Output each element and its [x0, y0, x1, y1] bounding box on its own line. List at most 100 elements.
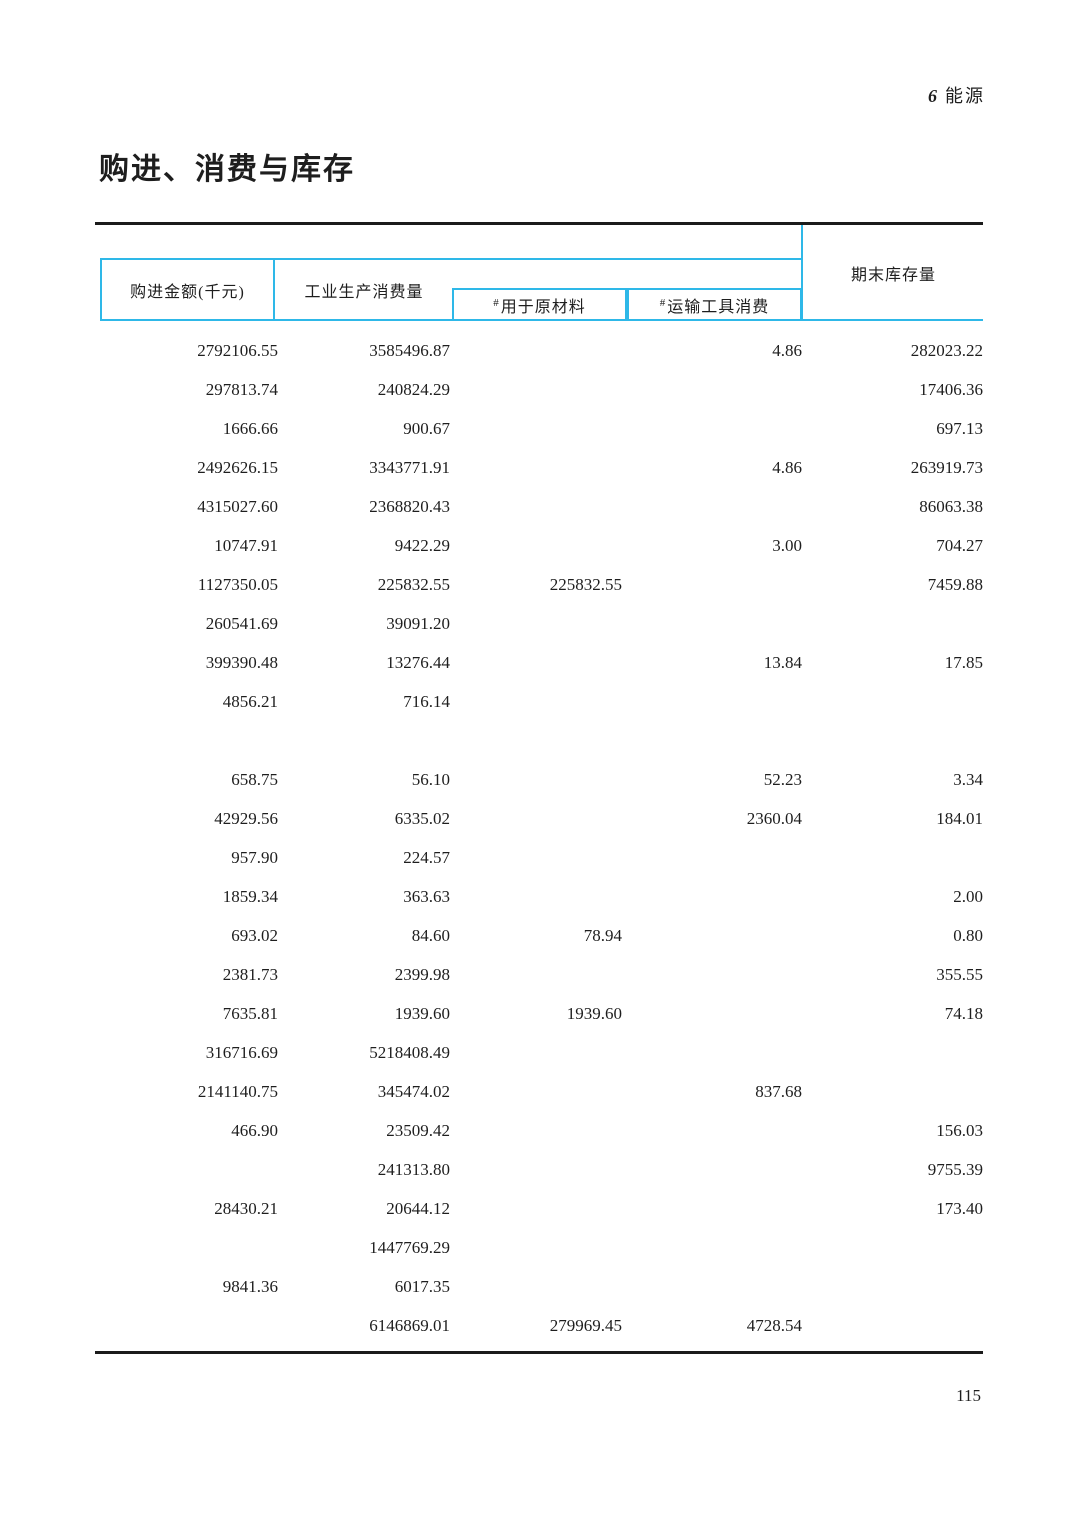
table-row: 1447769.29 [95, 1228, 983, 1267]
table-cell [95, 721, 278, 760]
table-cell [622, 487, 802, 526]
hash-mark: # [659, 296, 667, 309]
table-cell: 225832.55 [377, 575, 450, 594]
table-cell: 2381.73 [222, 965, 278, 984]
table-row: 693.02 84.60 78.94 0.80 [95, 916, 983, 955]
table-row: 957.90 224.57 [95, 838, 983, 877]
header-ending-stock: 期末库存量 [804, 227, 983, 319]
table-row [95, 721, 983, 760]
table-cell [95, 1306, 278, 1345]
table-cell: 2368820.43 [369, 497, 450, 516]
table-cell: 316716.69 [205, 1043, 278, 1062]
table-cell: 466.90 [231, 1121, 278, 1140]
table-cell [622, 604, 802, 643]
table-cell [450, 1267, 622, 1306]
table-cell: 156.03 [936, 1121, 983, 1140]
table-cell: 56.10 [411, 770, 450, 789]
header-stock-divider [801, 225, 803, 321]
table-cell [622, 721, 802, 760]
table-cell: 74.18 [944, 1004, 983, 1023]
table-cell: 282023.22 [910, 341, 983, 360]
data-table: 购进金额(千元) 工业生产消费量 #用于原材料 #运输工具消费 期末库存量 27… [95, 222, 983, 1354]
table-row: 260541.69 39091.20 [95, 604, 983, 643]
table-cell [450, 331, 622, 370]
table-cell: 1939.60 [566, 1004, 622, 1023]
table-cell [802, 1267, 983, 1306]
table-cell: 13276.44 [386, 653, 450, 672]
table-cell: 1666.66 [222, 419, 278, 438]
table-row: 1666.66 900.67 697.13 [95, 409, 983, 448]
table-cell: 1447769.29 [369, 1238, 450, 1257]
table-row: 1859.34 363.63 2.00 [95, 877, 983, 916]
table-row: 2792106.55 3585496.87 4.86 282023.22 [95, 331, 983, 370]
table-cell [450, 409, 622, 448]
table-cell [450, 604, 622, 643]
table-cell: 52.23 [763, 770, 802, 789]
header-raw-material-label: #用于原材料 [493, 296, 586, 316]
table-cell: 0.80 [953, 926, 983, 945]
table-cell: 173.40 [936, 1199, 983, 1218]
table-cell [622, 1189, 802, 1228]
table-cell [450, 838, 622, 877]
table-cell: 13.84 [763, 653, 802, 672]
header-purchase-amount: 购进金额(千元) [100, 258, 275, 321]
table-cell [450, 643, 622, 682]
table-cell: 7635.81 [222, 1004, 278, 1023]
table-cell: 6146869.01 [369, 1316, 450, 1335]
table-cell [278, 721, 450, 760]
header-raw-material: #用于原材料 [452, 288, 627, 321]
header-industrial-consumption-label: 工业生产消费量 [304, 283, 424, 301]
table-cell [450, 1072, 622, 1111]
table-cell [622, 370, 802, 409]
table-row: 297813.74 240824.29 17406.36 [95, 370, 983, 409]
table-cell: 363.63 [403, 887, 450, 906]
table-cell: 2360.04 [746, 809, 802, 828]
table-cell: 693.02 [231, 926, 278, 945]
table-cell: 3.34 [953, 770, 983, 789]
table-cell [622, 409, 802, 448]
table-cell: 3343771.91 [369, 458, 450, 477]
table-cell: 1939.60 [394, 1004, 450, 1023]
table-cell [450, 448, 622, 487]
table-cell [802, 1072, 983, 1111]
table-cell [450, 1189, 622, 1228]
table-cell: 224.57 [403, 848, 450, 867]
table-row: 10747.91 9422.29 3.00 704.27 [95, 526, 983, 565]
table-cell [622, 877, 802, 916]
table-cell: 900.67 [403, 419, 450, 438]
table-row: 4315027.60 2368820.43 86063.38 [95, 487, 983, 526]
table-row: 6146869.01 279969.45 4728.54 [95, 1306, 983, 1345]
table-cell: 837.68 [755, 1082, 802, 1101]
table-cell: 9422.29 [394, 536, 450, 555]
table-cell [622, 994, 802, 1033]
table-cell [450, 1228, 622, 1267]
table-cell [450, 526, 622, 565]
table-cell: 2399.98 [394, 965, 450, 984]
table-cell: 355.55 [936, 965, 983, 984]
table-cell [622, 1228, 802, 1267]
table-row: 399390.48 13276.44 13.84 17.85 [95, 643, 983, 682]
table-cell: 4856.21 [222, 692, 278, 711]
table-cell [450, 877, 622, 916]
table-cell: 279969.45 [549, 1316, 622, 1335]
table-cell [622, 682, 802, 721]
table-cell: 241313.80 [377, 1160, 450, 1179]
table-cell: 345474.02 [377, 1082, 450, 1101]
table-cell: 260541.69 [205, 614, 278, 633]
table-cell [450, 721, 622, 760]
table-cell [622, 1111, 802, 1150]
table-cell [622, 1033, 802, 1072]
table-cell [802, 682, 983, 721]
table-cell: 4315027.60 [197, 497, 278, 516]
table-row: 42929.56 6335.02 2360.04 184.01 [95, 799, 983, 838]
table-cell [622, 838, 802, 877]
page-title: 购进、消费与库存 [99, 153, 355, 186]
table-cell [622, 1150, 802, 1189]
table-row: 2381.73 2399.98 355.55 [95, 955, 983, 994]
chapter-label: 能源 [945, 86, 985, 106]
table-cell: 17406.36 [919, 380, 983, 399]
table-cell [622, 1267, 802, 1306]
table-cell [802, 1228, 983, 1267]
table-cell [450, 682, 622, 721]
table-cell: 42929.56 [214, 809, 278, 828]
